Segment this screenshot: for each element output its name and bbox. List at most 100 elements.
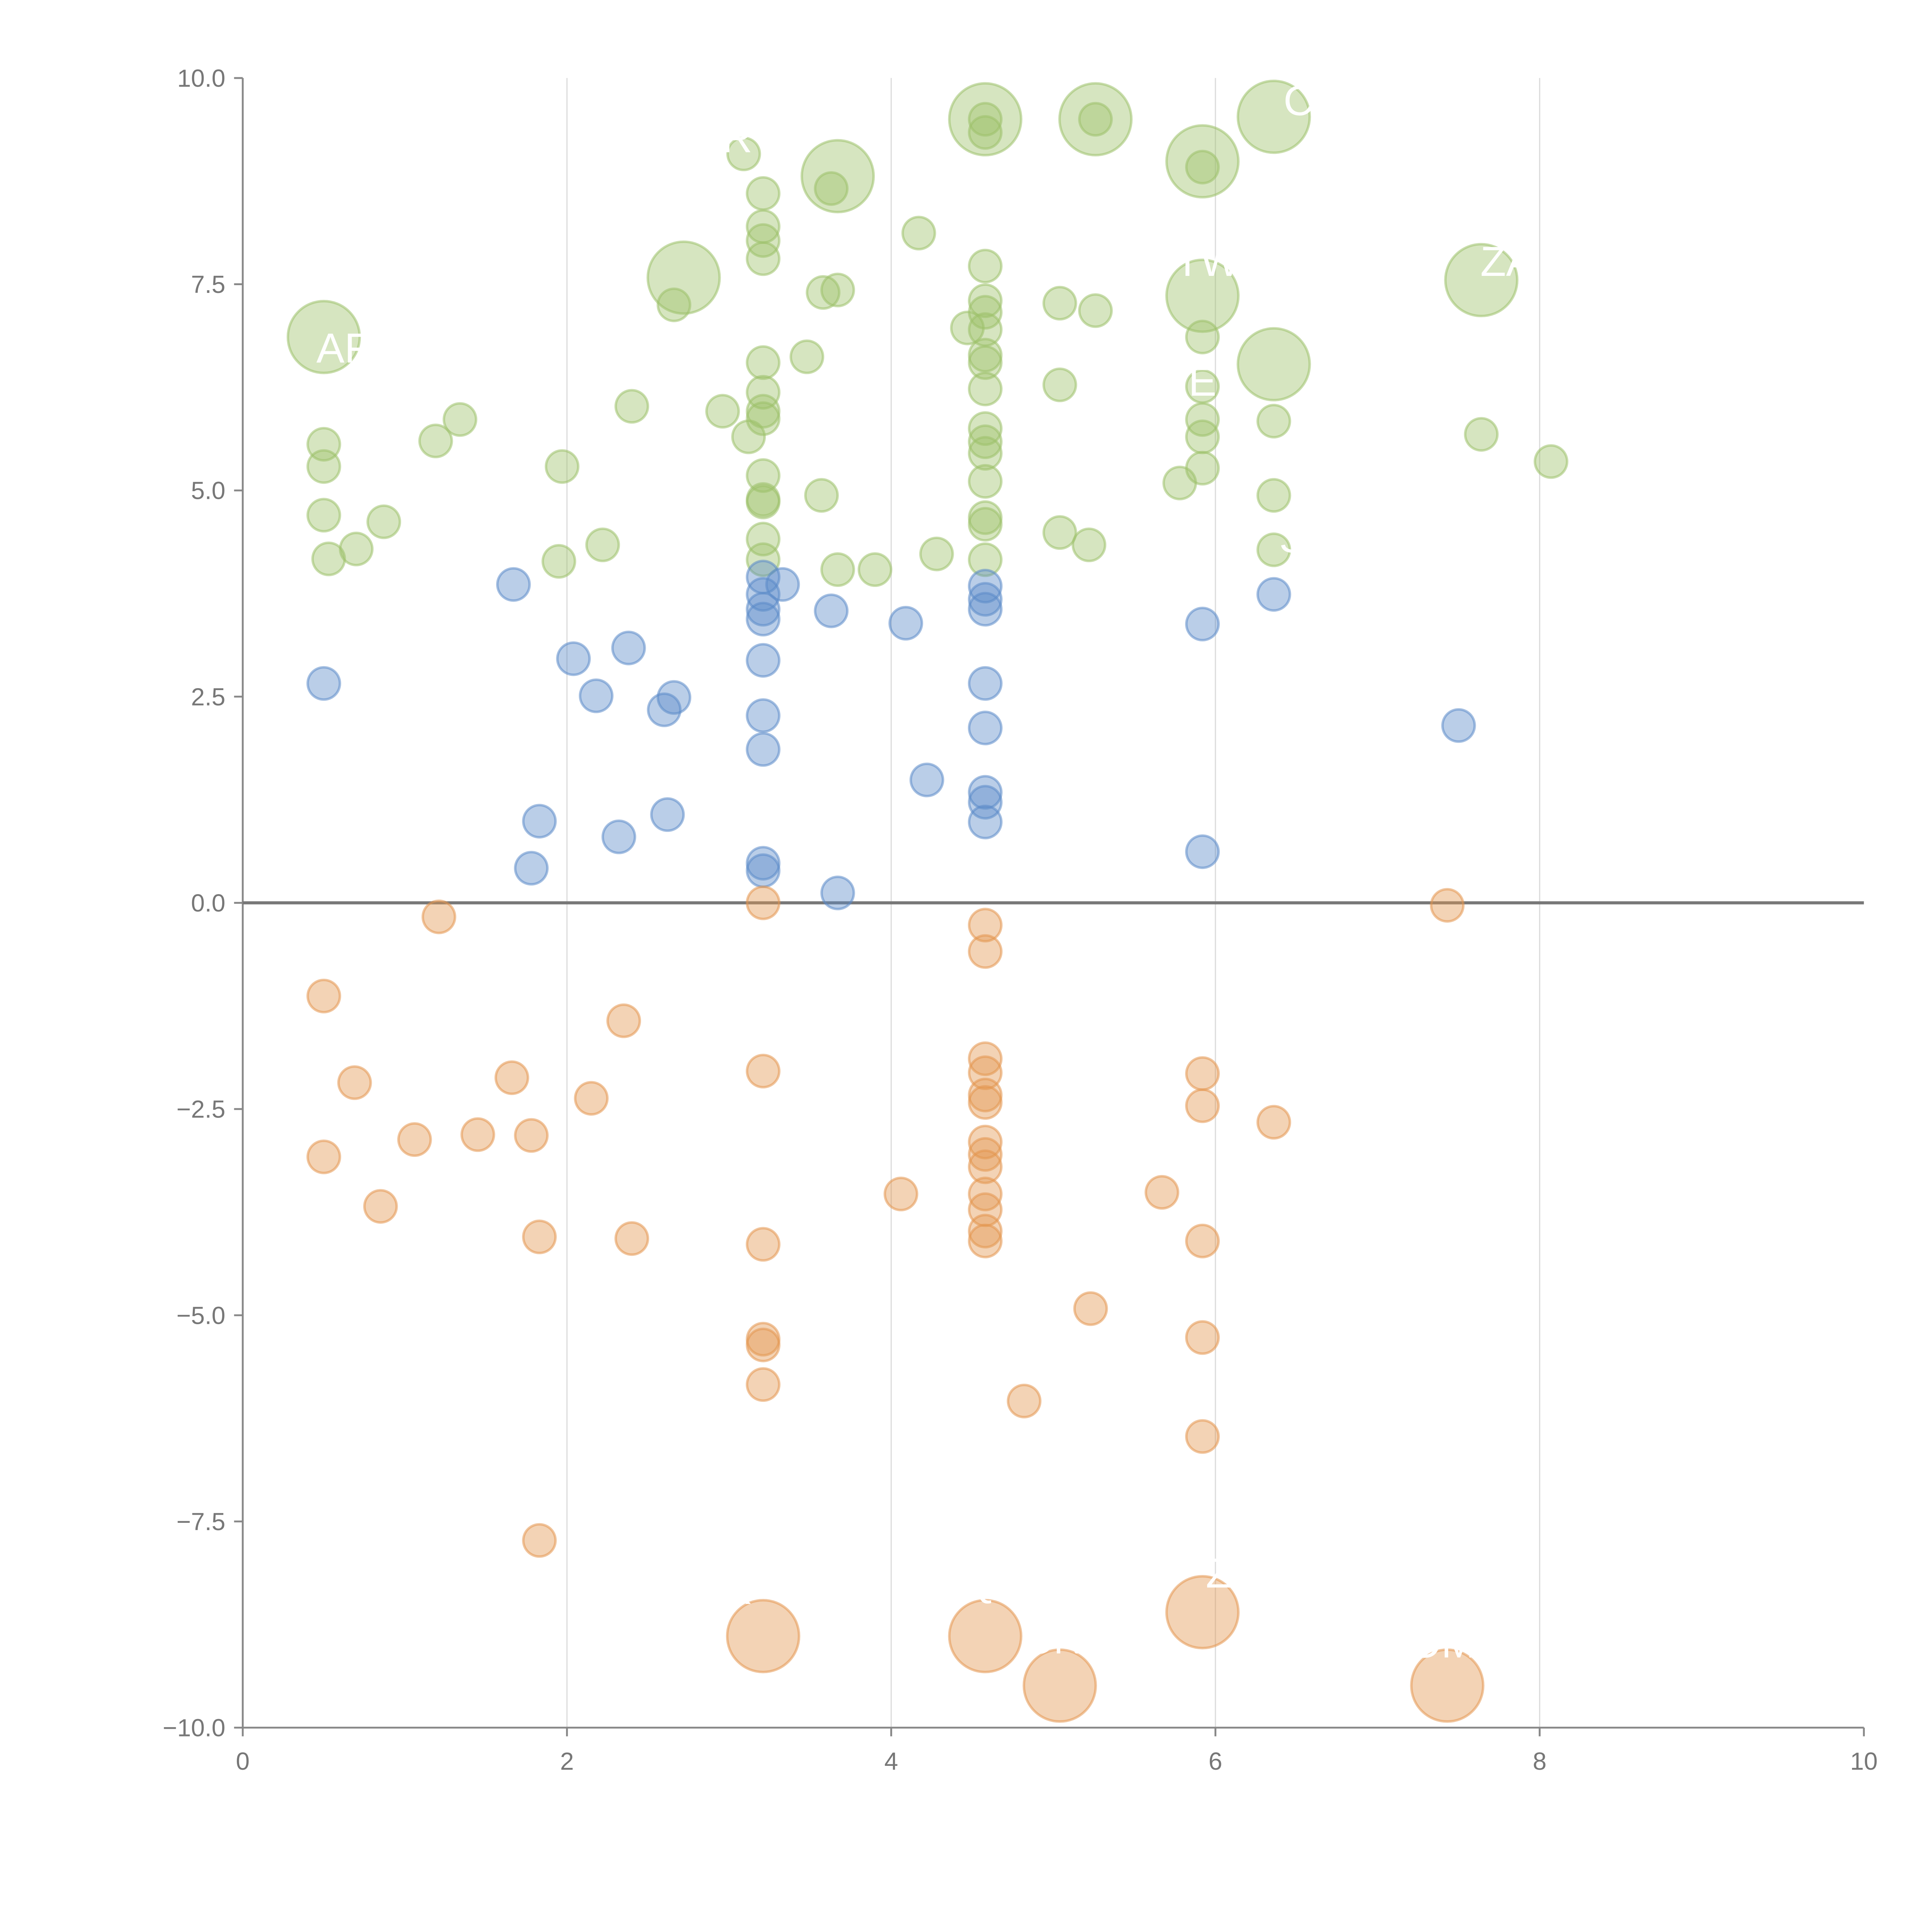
point-blue: [1185, 607, 1220, 641]
point-blue: [1256, 577, 1291, 612]
point-orange: [746, 1327, 781, 1362]
x-tick-label: 6: [1209, 1747, 1223, 1775]
point-blue: [820, 876, 855, 910]
annotation-label: AF: [316, 325, 370, 372]
point-blue: [746, 853, 781, 888]
point-blue: [746, 577, 781, 612]
point-orange: [968, 1085, 1003, 1120]
point-blue: [611, 631, 646, 665]
point-orange: [1185, 1088, 1220, 1123]
point-orange: [968, 1223, 1003, 1259]
point-green: [804, 478, 839, 513]
point-blue: [746, 846, 781, 881]
annotation-label: TW: [1175, 238, 1240, 285]
point-green: [919, 536, 954, 571]
point-blue: [496, 567, 531, 602]
point-green: [901, 216, 936, 251]
point-blue: [746, 698, 781, 733]
point-green: [968, 248, 1003, 284]
point-orange: [1165, 1575, 1240, 1650]
point-green: [968, 411, 1003, 446]
point-green: [746, 401, 781, 436]
point-green: [968, 283, 1003, 318]
point-blue: [968, 592, 1003, 627]
y-tick-label: −5.0: [177, 1301, 226, 1329]
point-green: [1256, 532, 1291, 567]
point-orange: [1410, 1648, 1485, 1723]
point-green: [1078, 102, 1113, 137]
point-green: [1165, 259, 1240, 333]
point-green: [726, 136, 761, 172]
point-orange: [306, 1139, 341, 1174]
point-orange: [337, 1065, 372, 1100]
point-green: [585, 527, 620, 562]
point-green: [746, 345, 781, 380]
point-blue: [746, 732, 781, 767]
point-green: [746, 485, 781, 519]
point-green: [1236, 327, 1311, 401]
point-orange: [968, 1078, 1003, 1112]
point-blue: [968, 804, 1003, 840]
point-green: [746, 176, 781, 211]
annotation-label: Q: [964, 1558, 997, 1605]
point-orange: [494, 1060, 529, 1095]
point-orange: [746, 1227, 781, 1262]
point-blue: [601, 819, 636, 854]
point-orange: [614, 1221, 650, 1256]
point-orange: [746, 885, 781, 920]
annotation-label: ZA: [1480, 238, 1534, 285]
annotation-label: S: [1279, 514, 1308, 561]
point-blue: [968, 785, 1003, 820]
point-orange: [397, 1122, 432, 1157]
y-tick-label: 0.0: [191, 889, 225, 917]
point-green: [968, 424, 1003, 459]
point-orange: [1022, 1648, 1097, 1723]
point-blue: [888, 606, 923, 641]
point-green: [968, 102, 1003, 137]
point-green: [800, 139, 875, 214]
point-orange: [968, 1214, 1003, 1248]
point-orange: [968, 908, 1003, 943]
point-green: [1534, 444, 1568, 479]
point-orange: [460, 1117, 495, 1152]
point-green: [1071, 527, 1107, 562]
point-green: [306, 449, 341, 484]
y-tick-label: 10.0: [177, 64, 226, 92]
point-green: [705, 394, 740, 429]
point-orange: [1185, 1223, 1220, 1259]
point-green: [948, 82, 1022, 156]
point-green: [1256, 478, 1291, 513]
point-green: [746, 223, 781, 258]
point-green: [1042, 515, 1077, 550]
annotation-label: R: [722, 114, 752, 162]
axes: 0 2 4 6 8 10 10.0 7.5 5.0 2.5 0.0 −2.5 −5.0 −7.5 −10.0: [163, 64, 1878, 1775]
point-orange: [968, 1041, 1003, 1076]
point-green: [1236, 80, 1311, 154]
point-green: [1256, 404, 1291, 439]
point-orange: [306, 978, 341, 1014]
point-blue: [968, 666, 1003, 701]
annotation-label: Z: [1206, 1549, 1232, 1597]
point-green: [1444, 243, 1519, 318]
point-green: [1185, 419, 1220, 454]
point-green: [1058, 82, 1133, 156]
point-green: [746, 375, 781, 410]
point-orange: [363, 1189, 398, 1224]
y-tick-label: 2.5: [191, 683, 225, 711]
point-orange: [514, 1118, 549, 1153]
point-orange: [1185, 1419, 1220, 1454]
point-blue: [514, 851, 549, 886]
annotations: AF R CA TW ZA E S K Q CN Z OM: [316, 77, 1534, 1667]
point-orange: [606, 1003, 641, 1038]
point-green: [541, 544, 577, 579]
y-tick-label: −2.5: [177, 1095, 226, 1123]
point-green: [746, 241, 781, 276]
point-blue: [746, 592, 781, 627]
x-tick-label: 4: [884, 1747, 898, 1775]
point-green: [1042, 367, 1077, 402]
point-orange: [968, 1149, 1003, 1184]
point-blue: [1441, 708, 1476, 743]
point-green: [746, 458, 781, 493]
point-blue: [909, 762, 944, 798]
